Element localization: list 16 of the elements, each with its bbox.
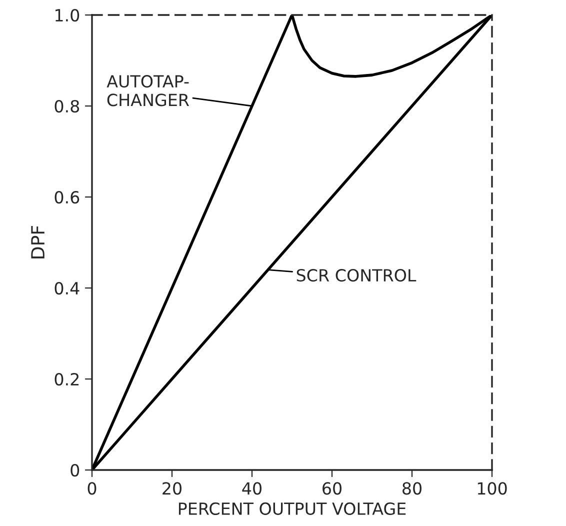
x-tick-label: 100 <box>478 482 507 495</box>
y-axis-title: DPF <box>31 226 44 258</box>
y-tick-label: 0 <box>70 464 80 477</box>
annotation: SCR CONTROL <box>296 268 416 282</box>
y-tick-label: 1.0 <box>56 8 80 22</box>
y-tick-label: 0.4 <box>54 282 80 295</box>
annotation: AUTOTAP- CHANGER <box>106 75 190 106</box>
x-tick-label: 20 <box>162 482 182 495</box>
x-tick-label: 60 <box>322 482 342 495</box>
x-tick-label: 0 <box>88 482 96 495</box>
y-tick-label: 0.2 <box>54 372 79 386</box>
y-tick-label: 0.8 <box>54 100 80 113</box>
x-tick-label: 40 <box>242 482 262 495</box>
x-tick-label: 80 <box>402 482 422 495</box>
y-tick-label: 0.6 <box>54 190 80 204</box>
x-axis-title: PERCENT OUTPUT VOLTAGE <box>178 502 406 516</box>
